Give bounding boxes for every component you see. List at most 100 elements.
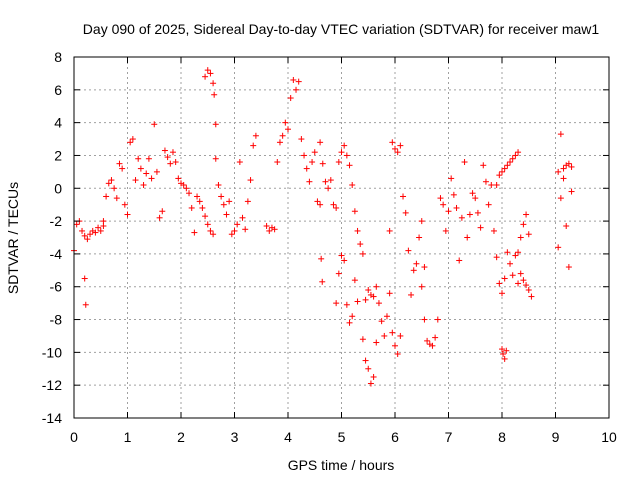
data-point xyxy=(402,209,409,216)
data-point xyxy=(333,300,340,307)
data-point xyxy=(378,318,385,325)
data-point xyxy=(161,147,168,154)
data-point xyxy=(421,264,428,271)
data-point xyxy=(202,213,209,220)
data-point xyxy=(523,211,530,218)
data-point xyxy=(408,291,415,298)
data-point xyxy=(322,178,329,185)
data-point xyxy=(92,229,99,236)
data-point xyxy=(271,226,278,233)
data-point xyxy=(81,275,88,282)
axis-ticks xyxy=(73,56,610,419)
y-tick-label: -10 xyxy=(42,344,62,360)
data-point xyxy=(349,181,356,188)
data-point xyxy=(333,204,340,211)
data-point xyxy=(204,67,211,74)
x-tick-label: 8 xyxy=(498,429,506,445)
chart-title: Day 090 of 2025, Sidereal Day-to-day VTE… xyxy=(83,21,600,37)
data-point xyxy=(228,231,235,238)
data-point xyxy=(196,198,203,205)
data-point xyxy=(346,319,353,326)
data-point xyxy=(501,165,508,172)
data-point xyxy=(568,188,575,195)
data-point xyxy=(79,227,86,234)
data-point xyxy=(279,132,286,139)
data-point xyxy=(557,131,564,138)
data-point xyxy=(563,223,570,230)
data-point xyxy=(169,149,176,156)
data-point xyxy=(263,223,270,230)
data-point xyxy=(282,119,289,126)
data-point xyxy=(394,351,401,358)
data-point xyxy=(148,175,155,182)
data-point xyxy=(231,227,238,234)
data-point xyxy=(105,180,112,187)
data-point xyxy=(210,231,217,238)
data-point xyxy=(458,214,465,221)
data-point xyxy=(442,227,449,234)
data-point xyxy=(212,121,219,128)
y-tick-label: -6 xyxy=(50,279,63,295)
data-point xyxy=(474,209,481,216)
data-point xyxy=(480,162,487,169)
data-point xyxy=(504,249,511,256)
y-tick-labels: 8 6 4 2 0 -2 -4 -6 -8 -10 -12 -14 xyxy=(42,49,62,426)
data-point xyxy=(354,298,361,305)
x-tick-label: 2 xyxy=(177,429,185,445)
data-point xyxy=(212,155,219,162)
data-point xyxy=(413,260,420,267)
data-point xyxy=(375,300,382,307)
data-point xyxy=(392,145,398,152)
data-point xyxy=(338,149,345,156)
data-point xyxy=(365,287,372,294)
y-tick-label: 4 xyxy=(54,115,62,131)
data-point xyxy=(370,293,377,300)
data-point xyxy=(204,221,211,228)
data-point xyxy=(520,221,527,228)
data-point xyxy=(319,278,326,285)
data-point xyxy=(108,177,115,184)
data-point xyxy=(560,165,567,172)
x-tick-label: 6 xyxy=(391,429,399,445)
data-point xyxy=(239,214,246,221)
data-point xyxy=(274,159,281,166)
data-point xyxy=(448,175,455,182)
data-point xyxy=(357,241,364,248)
data-point xyxy=(424,337,431,344)
data-point xyxy=(113,195,120,202)
data-point xyxy=(325,185,332,192)
y-tick-label: 0 xyxy=(54,180,62,196)
data-point xyxy=(381,332,388,339)
data-point xyxy=(373,283,380,290)
data-point xyxy=(515,249,522,256)
data-point xyxy=(306,178,313,185)
data-point xyxy=(234,221,241,228)
data-point xyxy=(317,201,324,208)
data-point xyxy=(207,227,214,234)
data-point xyxy=(359,250,366,257)
data-point xyxy=(159,208,166,215)
x-tick-label: 7 xyxy=(445,429,453,445)
data-point xyxy=(503,347,510,354)
data-point xyxy=(250,142,257,149)
y-tick-label: 6 xyxy=(54,82,62,98)
data-point xyxy=(450,191,457,198)
data-point xyxy=(191,229,198,236)
data-point xyxy=(416,234,423,241)
data-point xyxy=(493,181,500,188)
data-point xyxy=(119,165,126,172)
data-point xyxy=(135,155,142,162)
data-point xyxy=(512,252,519,259)
data-point xyxy=(186,190,193,197)
data-point xyxy=(303,165,310,172)
data-point xyxy=(349,313,356,320)
data-point xyxy=(507,159,514,166)
data-point xyxy=(290,76,297,83)
data-point xyxy=(137,165,144,172)
y-tick-label: -8 xyxy=(50,312,63,328)
data-point xyxy=(362,296,369,303)
data-point xyxy=(183,185,190,192)
data-point xyxy=(111,185,118,192)
data-point xyxy=(247,177,254,184)
